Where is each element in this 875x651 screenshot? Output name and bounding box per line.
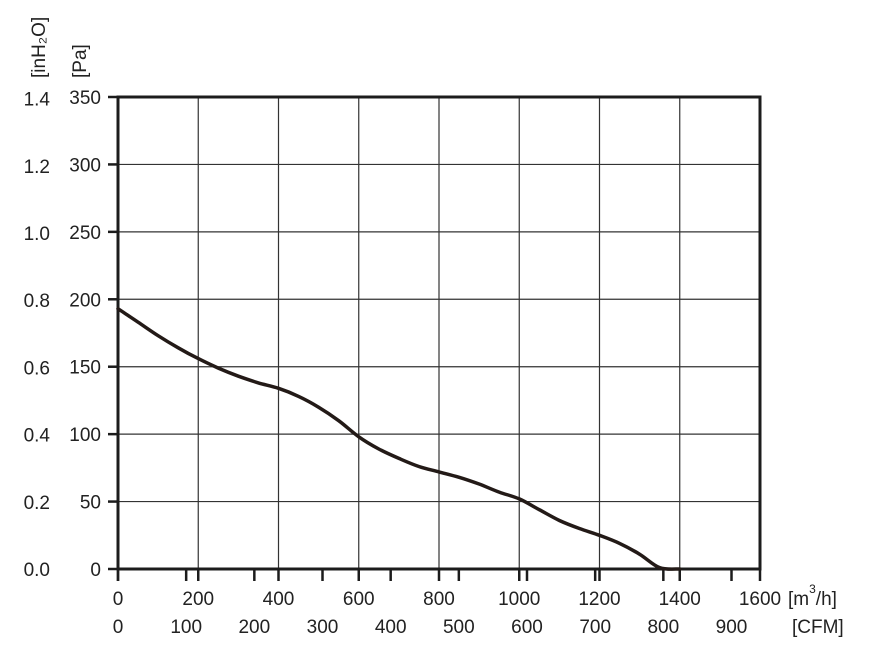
x-tick-label-cfm: 700 <box>579 617 611 638</box>
y-tick-label-pa: 150 <box>69 358 101 379</box>
y-tick-label-pa: 200 <box>69 290 101 311</box>
y-unit-label-inh2o: [inH₂O] <box>29 17 50 78</box>
x-tick-label-cfm: 900 <box>716 617 748 638</box>
x-tick-label-cfm: 500 <box>443 617 475 638</box>
x-tick-label-m3h: 1000 <box>498 589 540 610</box>
x-tick-label-m3h: 1600 <box>739 589 781 610</box>
y-tick-label-inh2o: 0.0 <box>24 560 50 581</box>
x-tick-label-m3h: 800 <box>423 589 455 610</box>
x-unit-tail: /h] <box>816 589 837 610</box>
x-tick-label-cfm: 400 <box>375 617 407 638</box>
y-tick-label-pa: 300 <box>69 155 101 176</box>
y-unit-label-pa: [Pa] <box>70 44 91 78</box>
y-tick-label-inh2o: 0.4 <box>24 426 51 447</box>
x-tick-label-m3h: 1400 <box>659 589 701 610</box>
x-unit-label-m3h: [m3/h] <box>788 582 837 610</box>
x-tick-label-m3h: 600 <box>343 589 375 610</box>
x-tick-label-m3h: 1200 <box>578 589 620 610</box>
x-tick-label-cfm: 0 <box>113 617 124 638</box>
x-unit-base: [m <box>788 589 809 610</box>
x-tick-label-cfm: 100 <box>170 617 202 638</box>
y-tick-label-inh2o: 0.6 <box>24 358 50 379</box>
y-tick-label-pa: 350 <box>69 88 101 109</box>
y-tick-label-inh2o: 0.2 <box>24 493 50 514</box>
y-tick-label-pa: 100 <box>69 425 101 446</box>
x-unit-label-cfm: [CFM] <box>792 617 844 638</box>
x-tick-label-m3h: 0 <box>113 589 124 610</box>
y-tick-label-pa: 0 <box>90 560 101 581</box>
x-unit-superscript: 3 <box>809 582 816 596</box>
x-tick-label-cfm: 600 <box>511 617 543 638</box>
x-tick-label-cfm: 200 <box>238 617 270 638</box>
y-tick-label-pa: 250 <box>69 223 101 244</box>
y-tick-label-pa: 50 <box>80 493 101 514</box>
y-tick-label-inh2o: 0.8 <box>24 291 50 312</box>
x-tick-label-m3h: 200 <box>182 589 214 610</box>
x-tick-label-m3h: 400 <box>263 589 295 610</box>
x-tick-label-cfm: 800 <box>647 617 679 638</box>
y-tick-label-inh2o: 1.2 <box>24 157 50 178</box>
x-tick-label-cfm: 300 <box>307 617 339 638</box>
series-line-0 <box>116 306 682 571</box>
y-tick-label-inh2o: 1.0 <box>24 224 50 245</box>
y-tick-label-inh2o: 1.4 <box>24 90 51 111</box>
